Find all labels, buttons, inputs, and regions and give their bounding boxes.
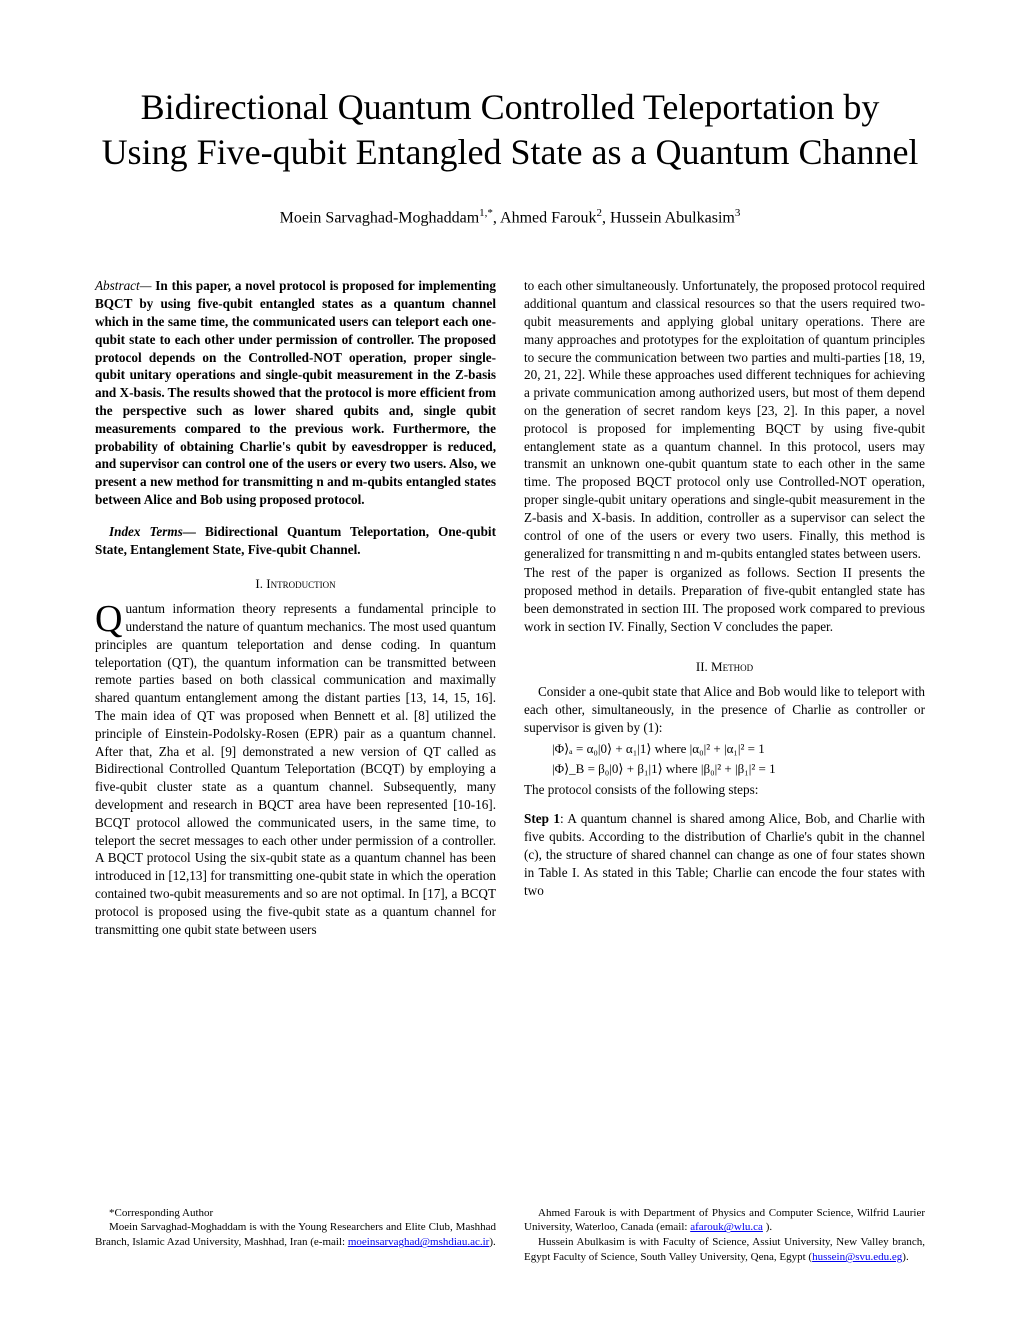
index-terms-label: Index Terms— — [109, 524, 196, 539]
author-3-post: ). — [902, 1251, 908, 1263]
equation-1b: |Φ⟩_B = β₀|0⟩ + β₁|1⟩ where |β₀|² + |β₁|… — [552, 760, 925, 778]
footnote-left: *Corresponding Author Moein Sarvaghad-Mo… — [95, 1206, 496, 1265]
right-column: to each other simultaneously. Unfortunat… — [524, 277, 925, 940]
author-3-email[interactable]: hussein@svu.edu.eg — [812, 1251, 902, 1263]
abstract-label: Abstract— — [95, 278, 151, 293]
equation-1a: |Φ⟩ₐ = α₀|0⟩ + α₁|1⟩ where |α₀|² + |α₁|²… — [552, 740, 925, 758]
two-column-body: Abstract— In this paper, a novel protoco… — [95, 277, 925, 940]
col2-p1: to each other simultaneously. Unfortunat… — [524, 277, 925, 562]
step-1: Step 1: A quantum channel is shared amon… — [524, 810, 925, 899]
section-2-intro: Consider a one-qubit state that Alice an… — [524, 683, 925, 736]
author-1-email[interactable]: moeinsarvaghad@mshdiau.ac.ir — [348, 1236, 489, 1248]
author-1-affiliation: Moein Sarvaghad-Moghaddam is with the Yo… — [95, 1220, 496, 1250]
steps-intro: The protocol consists of the following s… — [524, 781, 925, 799]
author-2-post: ). — [763, 1221, 772, 1233]
section-1-text: uantum information theory represents a f… — [95, 601, 496, 937]
section-1-body: Q uantum information theory represents a… — [95, 600, 496, 938]
section-2-heading: II. Method — [524, 658, 925, 676]
index-terms: Index Terms— Bidirectional Quantum Telep… — [95, 523, 496, 559]
step-1-label: Step 1 — [524, 811, 560, 826]
footnote-right: Ahmed Farouk is with Department of Physi… — [524, 1206, 925, 1265]
footnotes: *Corresponding Author Moein Sarvaghad-Mo… — [95, 1206, 925, 1265]
abstract-body: In this paper, a novel protocol is propo… — [95, 278, 496, 507]
author-2-email[interactable]: afarouk@wlu.ca — [690, 1221, 763, 1233]
paper-title: Bidirectional Quantum Controlled Telepor… — [95, 85, 925, 175]
section-1-heading: I. Introduction — [95, 575, 496, 593]
authors-line: Moein Sarvaghad-Moghaddam1,*, Ahmed Faro… — [95, 207, 925, 227]
corresponding-author: *Corresponding Author — [95, 1206, 496, 1221]
col2-p2: The rest of the paper is organized as fo… — [524, 564, 925, 635]
author-1-post: ). — [489, 1236, 495, 1248]
abstract: Abstract— In this paper, a novel protoco… — [95, 277, 496, 509]
author-2-affiliation: Ahmed Farouk is with Department of Physi… — [524, 1206, 925, 1236]
step-1-body: : A quantum channel is shared among Alic… — [524, 811, 925, 897]
left-column: Abstract— In this paper, a novel protoco… — [95, 277, 496, 940]
author-3-affiliation: Hussein Abulkasim is with Faculty of Sci… — [524, 1235, 925, 1265]
dropcap: Q — [95, 600, 125, 635]
